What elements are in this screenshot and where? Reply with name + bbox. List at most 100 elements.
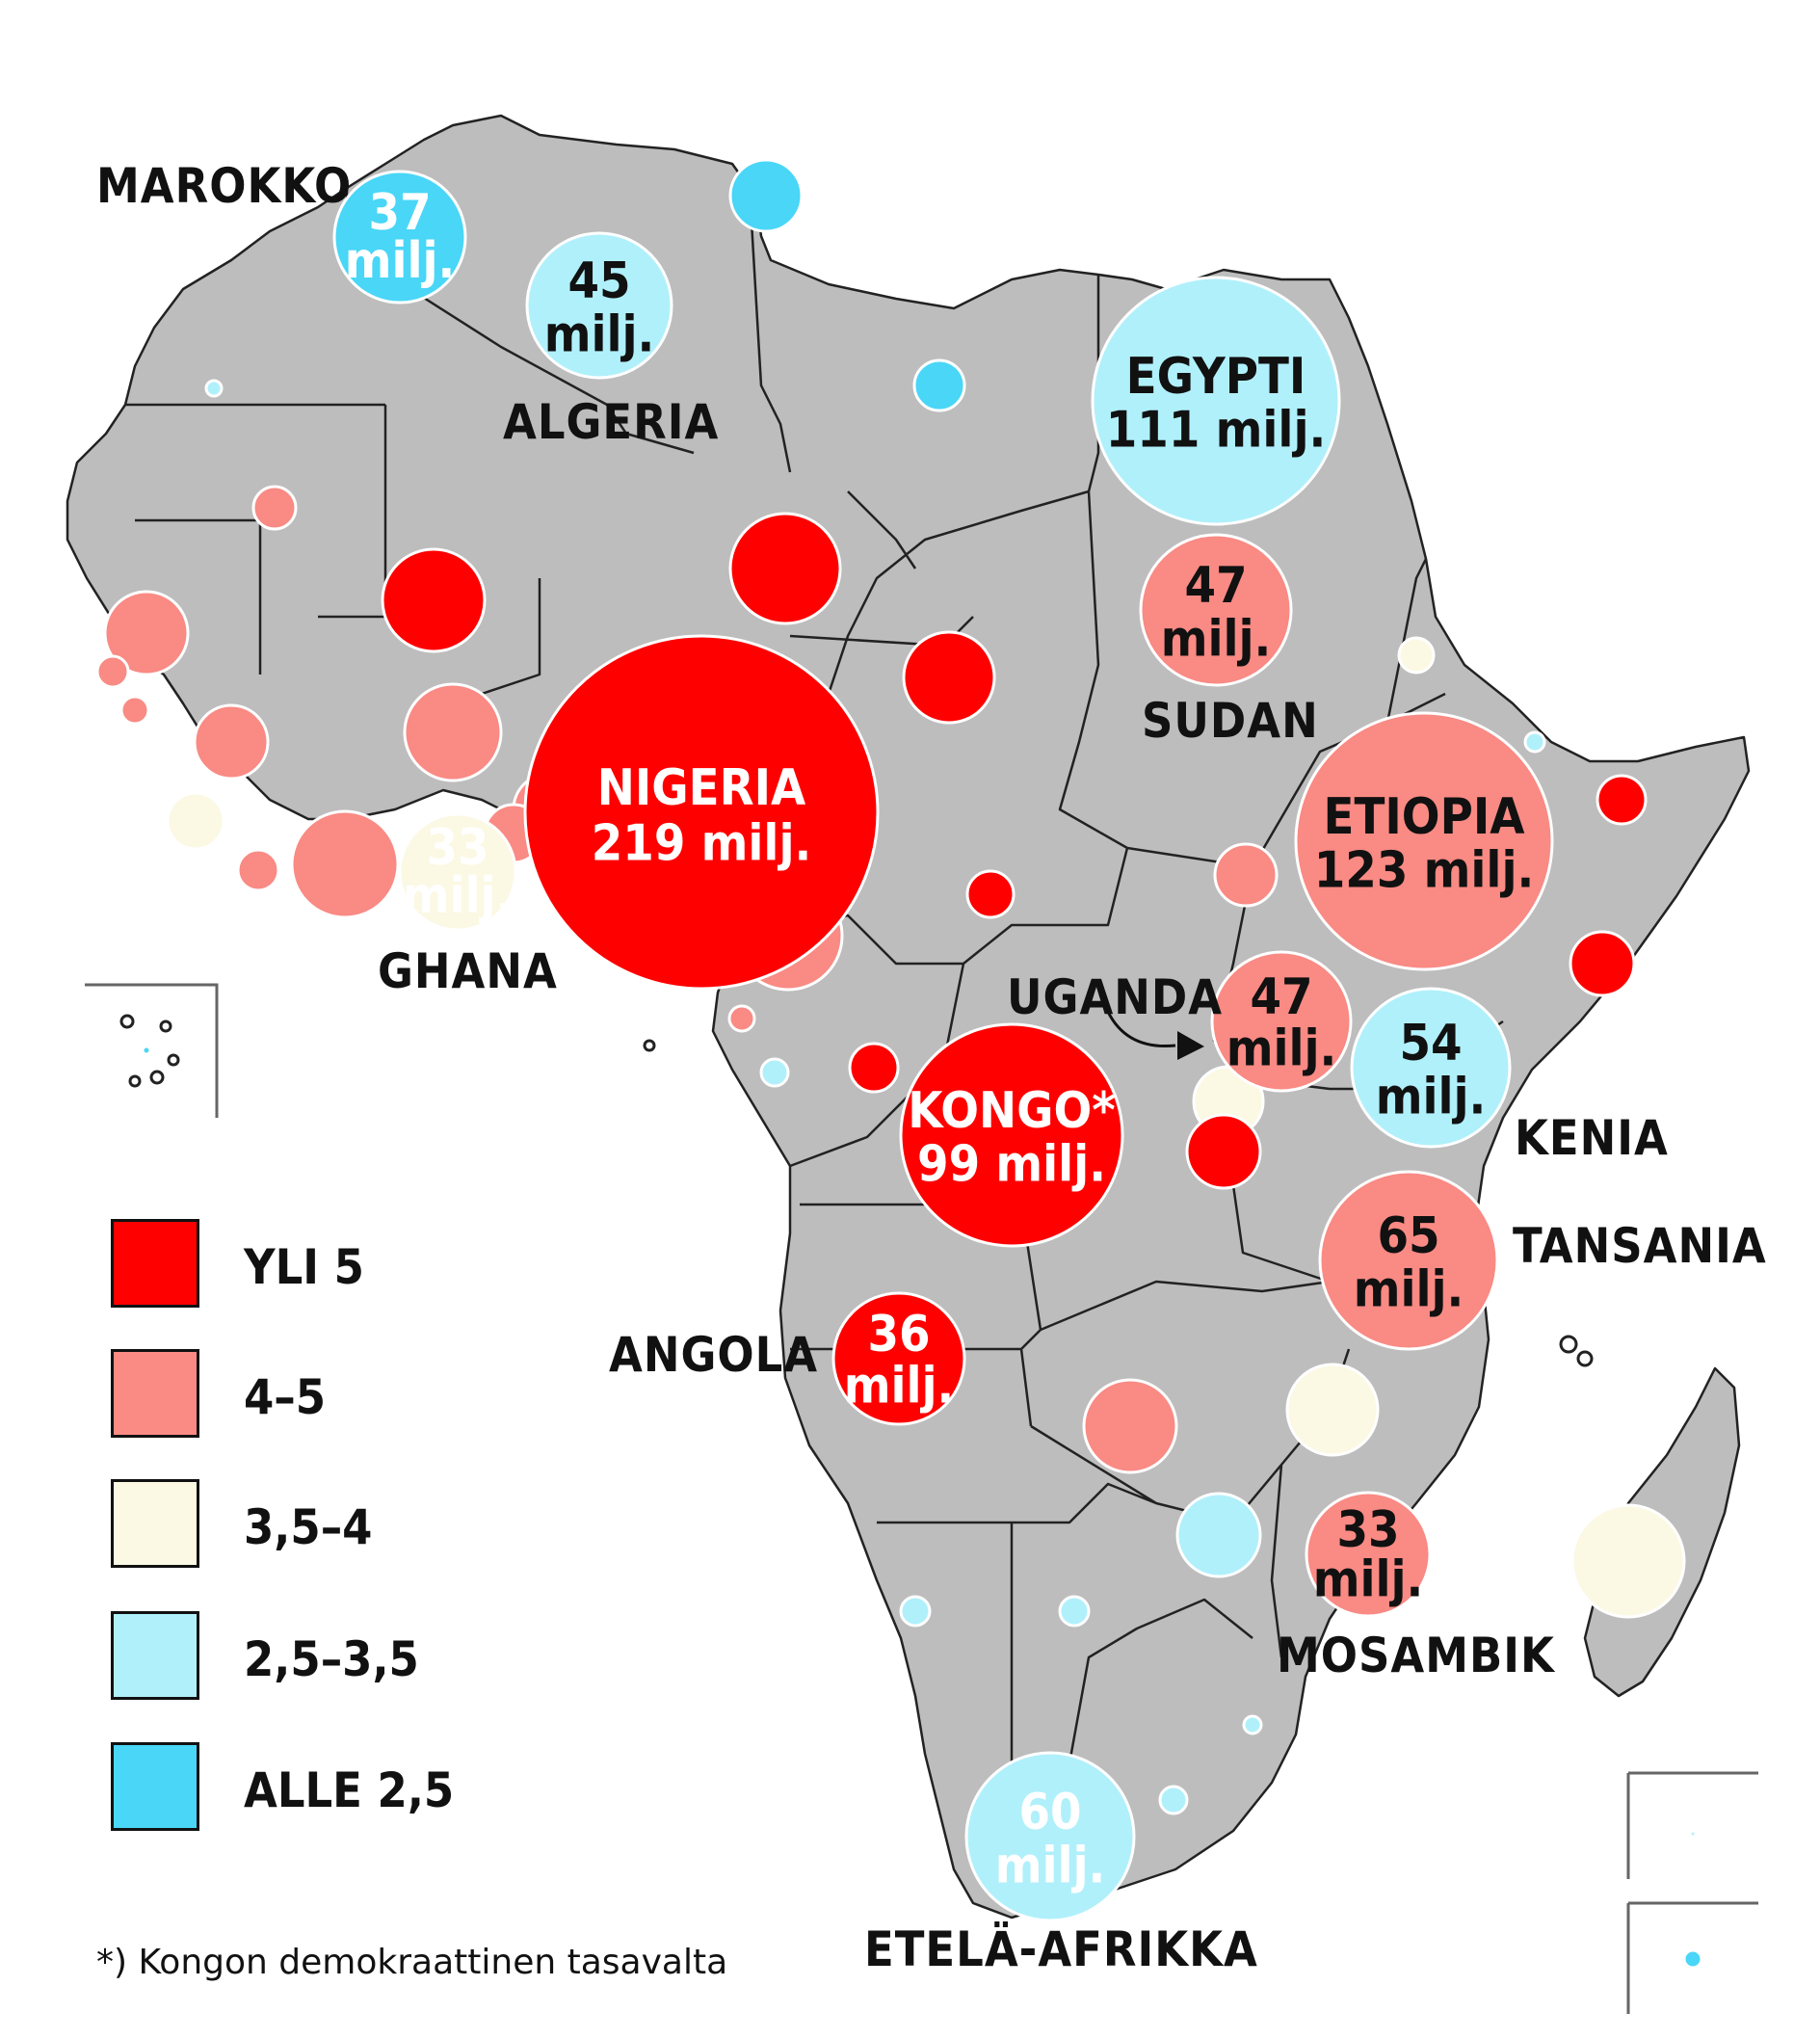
nigeria-bubble [523, 634, 880, 991]
population-bubble [236, 848, 280, 892]
nigeria-bubble-value: NIGERIA [597, 759, 806, 817]
population-bubble [119, 695, 150, 726]
population-bubble [1397, 636, 1436, 675]
legend-label-yli5: YLI 5 [244, 1239, 364, 1295]
legend-label-25-35: 2,5–3,5 [244, 1631, 419, 1687]
ghana-bubble-unit: milj. [403, 867, 514, 925]
cape-verde-island [149, 1070, 165, 1085]
cape-verde-island [128, 1074, 142, 1088]
population-bubble [1082, 1378, 1178, 1474]
sao-tome-island [643, 1039, 656, 1052]
cape-verde-island [119, 1014, 135, 1029]
population-bubble [141, 1045, 152, 1056]
mosambik-bubble [1305, 1491, 1432, 1618]
country-label-kenia: KENIA [1515, 1110, 1669, 1166]
algeria-bubble [525, 231, 673, 380]
legend-label-alle25: ALLE 2,5 [244, 1762, 455, 1818]
population-bubble [95, 654, 130, 689]
inset-frame-1 [1626, 1771, 1758, 1879]
kenia-bubble [1350, 987, 1512, 1149]
country-label-algeria: ALGERIA [503, 394, 719, 450]
population-bubble [381, 547, 487, 653]
inset-frame-2 [1626, 1901, 1758, 2014]
kongo-bubble-value: KONGO* [908, 1082, 1115, 1140]
population-bubble [727, 1004, 756, 1033]
country-label-tansania: TANSANIA [1513, 1218, 1767, 1274]
population-bubble [902, 630, 996, 725]
egypti-bubble-value: EGYPTI [1126, 348, 1306, 406]
sudan-bubble [1139, 533, 1293, 687]
country-label-angola: ANGOLA [609, 1327, 818, 1383]
etiopia-bubble-value: ETIOPIA [1324, 788, 1525, 846]
tansania-bubble [1318, 1170, 1499, 1351]
angola-bubble-value: 36 [867, 1306, 930, 1364]
etiopia-bubble-unit: 123 milj. [1314, 842, 1535, 900]
population-bubble [1596, 774, 1648, 826]
legend-label-4-5: 4–5 [244, 1369, 327, 1425]
etela_afrikka-bubble [964, 1751, 1136, 1922]
kongo-bubble-unit: 99 milj. [917, 1136, 1106, 1194]
population-bubble [1569, 930, 1636, 997]
population-bubble [728, 512, 842, 625]
population-bubble [1185, 1113, 1262, 1190]
country-label-etela-afrikka: ETELÄ-AFRIKKA [864, 1921, 1258, 1977]
etiopia-bubble [1294, 711, 1554, 971]
population-bubble [1242, 1714, 1263, 1735]
legend-swatch-4-5 [111, 1349, 199, 1438]
country-label-uganda: UGANDA [1007, 969, 1223, 1025]
tansania-bubble-unit: milj. [1354, 1261, 1464, 1319]
uganda-bubble-value: 47 [1250, 968, 1312, 1026]
country-label-marokko: MAROKKO [96, 158, 352, 214]
marokko-bubble-value: 37 [368, 184, 431, 242]
legend-swatch-yli5 [111, 1219, 199, 1308]
angola-bubble [831, 1291, 966, 1426]
population-bubble [1213, 842, 1279, 908]
population-bubble [193, 703, 270, 781]
population-bubble [1570, 1503, 1686, 1619]
ghana-bubble-value: 33 [426, 819, 488, 877]
population-bubble [290, 809, 400, 919]
country-label-mosambik: MOSAMBIK [1277, 1628, 1556, 1683]
tansania-bubble-value: 65 [1377, 1207, 1439, 1265]
mosambik-bubble-unit: milj. [1313, 1551, 1424, 1609]
population-bubble [912, 358, 966, 412]
angola-bubble-unit: milj. [844, 1358, 955, 1416]
country-label-sudan: SUDAN [1142, 693, 1319, 749]
population-bubble [1058, 1595, 1091, 1628]
population-bubble [103, 590, 190, 676]
population-bubble [251, 485, 298, 531]
legend-label-35-4: 3,5–4 [244, 1499, 373, 1555]
algeria-bubble-unit: milj. [544, 306, 655, 364]
uganda-arrow-head [1177, 1031, 1204, 1060]
population-bubble [166, 791, 225, 851]
uganda-bubble [1210, 950, 1353, 1093]
population-bubble [1285, 1363, 1380, 1457]
etela_afrikka-bubble-value: 60 [1018, 1784, 1081, 1841]
nigeria-bubble-unit: 219 milj. [592, 814, 812, 872]
cape-verde-island [159, 1020, 172, 1033]
egypti-bubble-unit: 111 milj. [1106, 402, 1327, 460]
population-bubble [204, 379, 224, 398]
population-bubble [759, 1057, 790, 1088]
cape-verde-island [167, 1053, 180, 1067]
population-bubble [403, 682, 503, 782]
inset-frame-cape-verde [85, 983, 219, 1118]
etela_afrikka-bubble-unit: milj. [995, 1838, 1106, 1895]
comoros-island [1576, 1350, 1594, 1367]
sudan-bubble-unit: milj. [1161, 611, 1272, 669]
kenia-bubble-value: 54 [1399, 1015, 1462, 1072]
ghana-bubble [398, 812, 517, 932]
population-bubble [1688, 1829, 1698, 1839]
marokko-bubble-unit: milj. [345, 232, 456, 290]
comoros-island [1559, 1335, 1578, 1354]
population-bubble [1682, 1948, 1703, 1970]
kongo-bubble [899, 1022, 1124, 1248]
footnote: *) Kongon demokraattinen tasavalta [96, 1943, 728, 1982]
country-labels: MAROKKO ALGERIA SUDAN GHANA UGANDA KENIA TANSA… [96, 158, 1767, 1977]
population-bubble [899, 1595, 932, 1628]
sudan-bubble-value: 47 [1184, 557, 1247, 615]
legend-swatch-35-4 [111, 1479, 199, 1568]
algeria-bubble-value: 45 [567, 252, 630, 310]
